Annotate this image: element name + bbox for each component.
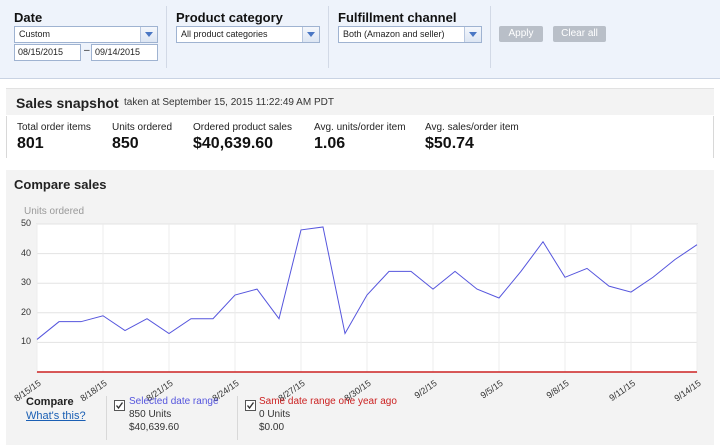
y-tick-label: 40: [20, 247, 31, 258]
chevron-down-icon[interactable]: [140, 27, 157, 42]
y-tick-label: 20: [20, 306, 31, 317]
chevron-down-icon[interactable]: [302, 27, 319, 42]
compare-legend: Compare What's this?: [26, 396, 86, 422]
divider: [6, 116, 7, 158]
divider: [490, 6, 491, 68]
selected-range-checkbox[interactable]: [114, 400, 125, 411]
y-tick-label: 30: [20, 277, 31, 288]
metric-value: 1.06: [314, 135, 346, 152]
metric-label: Total order items: [17, 122, 91, 133]
product-category-label: Product category: [176, 10, 283, 25]
last-year-checkbox[interactable]: [245, 400, 256, 411]
selected-range-units: 850 Units: [129, 409, 172, 420]
divider: [237, 396, 238, 440]
whats-this-link[interactable]: What's this?: [26, 410, 86, 422]
start-date-input[interactable]: 08/15/2015: [14, 44, 81, 61]
fulfillment-select[interactable]: Both (Amazon and seller): [338, 26, 482, 43]
y-tick-label: 50: [20, 218, 31, 228]
selected-range-sales: $40,639.60: [129, 422, 180, 433]
selected-range-label: Selected date range: [129, 396, 219, 407]
last-year-label: Same date range one year ago: [259, 396, 397, 407]
end-date-input[interactable]: 09/14/2015: [91, 44, 158, 61]
metric-ordered-product-sales: Ordered product sales $40,639.60: [193, 122, 292, 153]
filter-bar: Date Custom 08/15/2015 – 09/14/2015 Prod…: [0, 0, 720, 79]
metric-value: 801: [17, 135, 44, 152]
fulfillment-filter: Fulfillment channel Both (Amazon and sel…: [330, 0, 490, 72]
date-filter: Date Custom 08/15/2015 – 09/14/2015: [6, 0, 164, 72]
metric-label: Units ordered: [112, 122, 173, 133]
date-separator: –: [84, 45, 90, 56]
fulfillment-value: Both (Amazon and seller): [343, 29, 445, 39]
product-category-select[interactable]: All product categories: [176, 26, 320, 43]
metric-units-ordered: Units ordered 850: [112, 122, 172, 153]
metric-total-order-items: Total order items 801: [17, 122, 91, 153]
metric-value: $50.74: [425, 135, 474, 152]
selected-range-legend: Selected date range 850 Units $40,639.60: [129, 396, 219, 433]
y-tick-label: 10: [20, 336, 31, 347]
date-label: Date: [14, 10, 43, 25]
y-axis-title: Units ordered: [24, 206, 85, 217]
divider: [166, 6, 167, 68]
metric-label: Avg. units/order item: [314, 122, 406, 133]
date-range-select[interactable]: Custom: [14, 26, 158, 43]
sales-snapshot-header: Sales snapshot taken at September 15, 20…: [6, 88, 714, 115]
fulfillment-label: Fulfillment channel: [338, 10, 457, 25]
apply-button[interactable]: Apply: [499, 26, 543, 42]
product-category-filter: Product category All product categories: [168, 0, 328, 72]
product-category-value: All product categories: [181, 29, 268, 39]
metric-avg-units-per-order-item: Avg. units/order item 1.06: [314, 122, 406, 153]
divider: [328, 6, 329, 68]
clear-all-button[interactable]: Clear all: [553, 26, 606, 42]
sales-snapshot-title: Sales snapshot: [16, 95, 119, 111]
metric-label: Ordered product sales: [193, 122, 292, 133]
compare-sales-title: Compare sales: [14, 177, 107, 192]
metric-avg-sales-per-order-item: Avg. sales/order item $50.74: [425, 122, 519, 153]
divider: [106, 396, 107, 440]
date-range-value: Custom: [19, 29, 51, 39]
compare-heading: Compare: [26, 396, 74, 408]
divider: [713, 116, 714, 158]
last-year-units: 0 Units: [259, 409, 291, 420]
snapshot-timestamp: taken at September 15, 2015 11:22:49 AM …: [124, 97, 334, 108]
metric-value: $40,639.60: [193, 135, 274, 152]
chevron-down-icon[interactable]: [464, 27, 481, 42]
metric-value: 850: [112, 135, 139, 152]
metric-label: Avg. sales/order item: [425, 122, 519, 133]
last-year-legend: Same date range one year ago 0 Units $0.…: [259, 396, 397, 433]
last-year-sales: $0.00: [259, 422, 285, 433]
